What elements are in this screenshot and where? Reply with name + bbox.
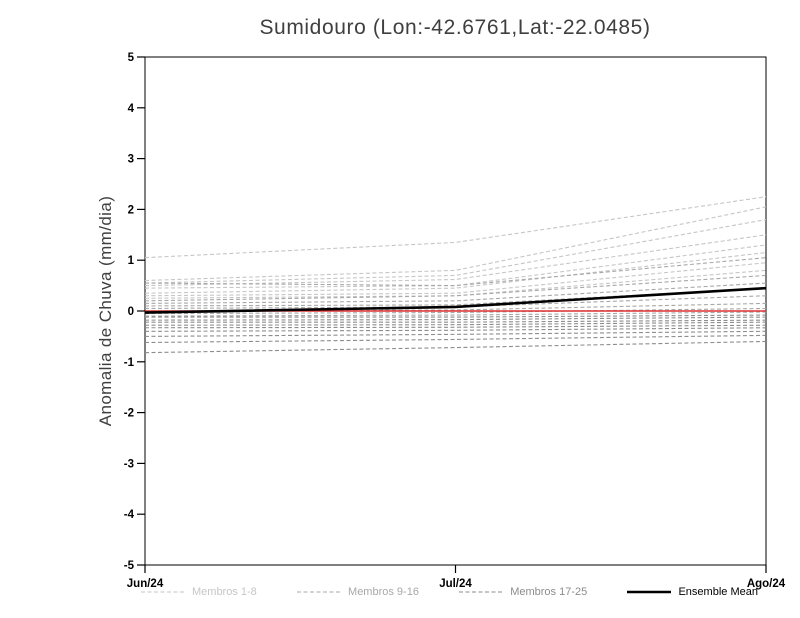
legend: Membros 1-8 Membros 9-16 Membros 17-25 Ense… xyxy=(140,586,758,598)
member-line xyxy=(144,206,767,282)
member-line xyxy=(144,340,767,354)
legend-label: Membros 1-8 xyxy=(192,586,257,598)
chart-title: Sumidouro (Lon:-42.6761,Lat:-22.0485) xyxy=(259,16,651,39)
y-tick-label: -5 xyxy=(124,560,135,572)
legend-entry: Membros 17-25 xyxy=(458,586,587,598)
member-line xyxy=(144,219,767,284)
y-tick-label: 1 xyxy=(128,255,135,267)
y-tick-label: -2 xyxy=(124,408,134,420)
legend-label: Membros 17-25 xyxy=(510,586,588,598)
y-tick-label: 5 xyxy=(128,52,135,64)
y-tick-label: 2 xyxy=(128,204,134,216)
legend-entry: Ensemble Mean xyxy=(626,586,758,598)
legend-entry: Membros 1-8 xyxy=(140,586,257,598)
member-line xyxy=(144,330,767,337)
legend-line-sample xyxy=(459,591,504,593)
legend-entry: Membros 9-16 xyxy=(296,586,419,598)
y-tick-label: 0 xyxy=(128,306,134,318)
x-tick-label: Jul/24 xyxy=(439,578,472,590)
x-tick-label: Jun/24 xyxy=(127,578,164,590)
y-tick-label: -3 xyxy=(124,458,134,470)
legend-line-sample xyxy=(627,590,672,594)
member-line xyxy=(144,327,767,332)
ensemble-mean-line xyxy=(144,286,767,314)
y-tick-label: -1 xyxy=(124,357,135,369)
member-line xyxy=(144,334,767,344)
legend-label: Membros 9-16 xyxy=(348,586,419,598)
x-tick-label: Ago/24 xyxy=(747,578,786,590)
legend-line-sample xyxy=(141,591,185,593)
y-tick-label: 3 xyxy=(128,154,134,166)
legend-label: Ensemble Mean xyxy=(678,586,758,598)
y-tick-label: 4 xyxy=(128,103,135,115)
member-line xyxy=(144,262,767,297)
legend-line-sample xyxy=(297,591,342,593)
member-line xyxy=(144,196,767,259)
y-tick-label: -4 xyxy=(124,509,135,521)
